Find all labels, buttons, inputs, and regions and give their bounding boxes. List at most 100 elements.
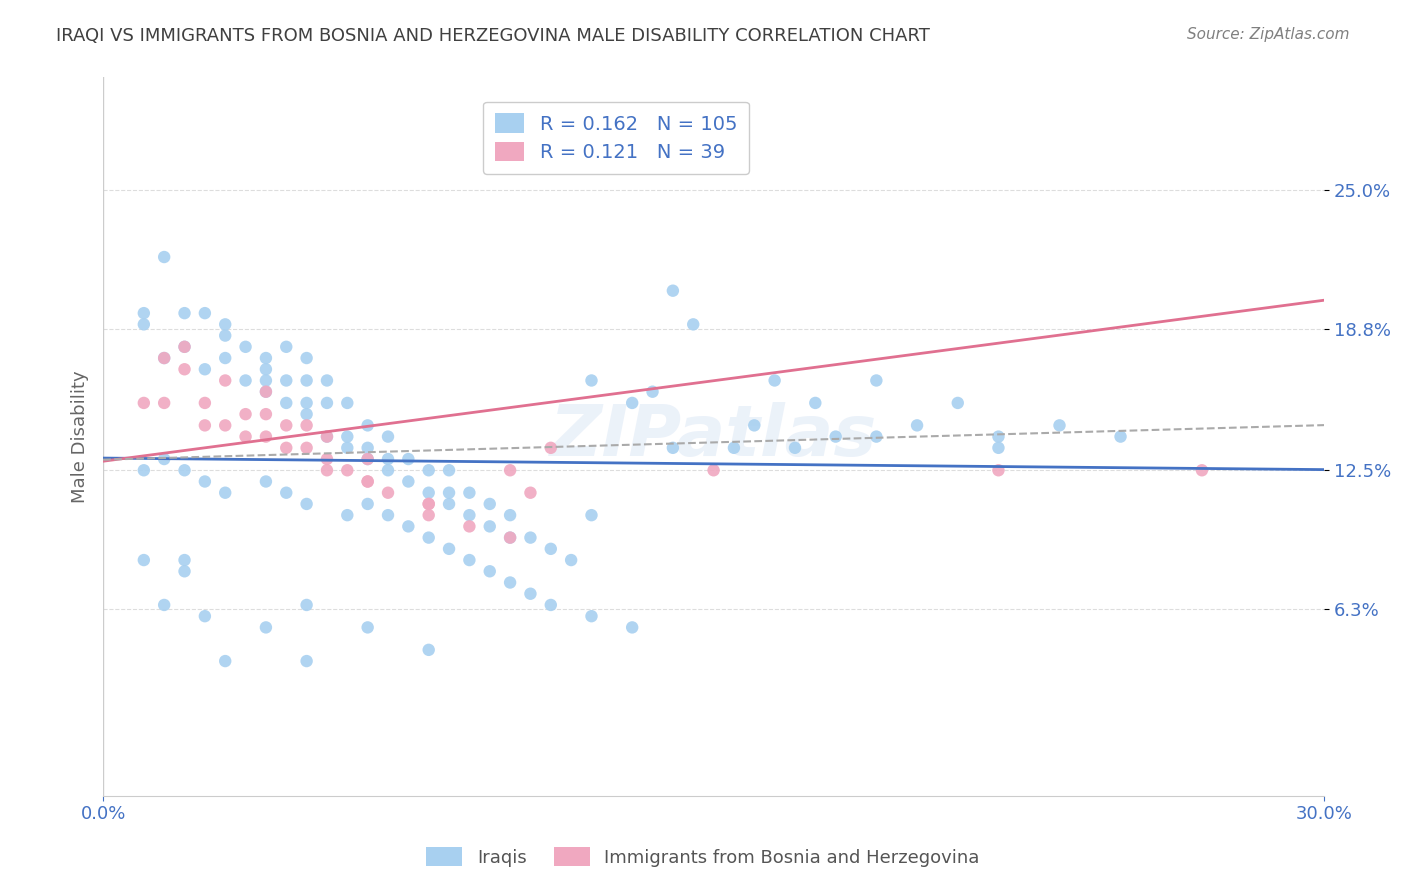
Point	[356, 452, 378, 467]
Point	[1191, 463, 1213, 477]
Point	[336, 508, 359, 523]
Point	[173, 340, 195, 354]
Point	[621, 48, 644, 62]
Point	[316, 374, 339, 388]
Point	[865, 429, 887, 443]
Point	[214, 485, 236, 500]
Point	[173, 463, 195, 477]
Point	[153, 452, 176, 467]
Point	[703, 463, 725, 477]
Point	[662, 441, 685, 455]
Point	[153, 250, 176, 264]
Point	[418, 531, 440, 545]
Point	[295, 396, 318, 410]
Point	[132, 553, 155, 567]
Point	[478, 497, 501, 511]
Point	[295, 351, 318, 365]
Point	[499, 463, 522, 477]
Point	[418, 497, 440, 511]
Point	[194, 609, 217, 624]
Point	[458, 508, 481, 523]
Point	[254, 384, 277, 399]
Point	[254, 374, 277, 388]
Point	[276, 340, 298, 354]
Point	[336, 463, 359, 477]
Point	[437, 497, 460, 511]
Point	[235, 429, 257, 443]
Point	[194, 475, 217, 489]
Point	[356, 418, 378, 433]
Point	[194, 418, 217, 433]
Point	[295, 407, 318, 421]
Point	[437, 485, 460, 500]
Legend: R = 0.162   N = 105, R = 0.121   N = 39: R = 0.162 N = 105, R = 0.121 N = 39	[484, 102, 748, 174]
Point	[254, 362, 277, 376]
Legend: Iraqis, Immigrants from Bosnia and Herzegovina: Iraqis, Immigrants from Bosnia and Herze…	[419, 840, 987, 874]
Point	[418, 463, 440, 477]
Point	[396, 475, 419, 489]
Point	[865, 374, 887, 388]
Point	[437, 463, 460, 477]
Point	[356, 475, 378, 489]
Point	[254, 429, 277, 443]
Point	[336, 429, 359, 443]
Point	[173, 340, 195, 354]
Point	[254, 384, 277, 399]
Point	[418, 508, 440, 523]
Point	[581, 609, 603, 624]
Point	[235, 407, 257, 421]
Point	[316, 429, 339, 443]
Point	[276, 374, 298, 388]
Point	[194, 362, 217, 376]
Point	[581, 374, 603, 388]
Point	[295, 418, 318, 433]
Point	[316, 463, 339, 477]
Point	[356, 620, 378, 634]
Point	[356, 475, 378, 489]
Point	[641, 384, 664, 399]
Point	[356, 497, 378, 511]
Point	[560, 553, 582, 567]
Point	[377, 485, 399, 500]
Point	[132, 396, 155, 410]
Point	[214, 374, 236, 388]
Point	[316, 452, 339, 467]
Point	[173, 553, 195, 567]
Text: Source: ZipAtlas.com: Source: ZipAtlas.com	[1187, 27, 1350, 42]
Point	[987, 441, 1010, 455]
Point	[235, 374, 257, 388]
Y-axis label: Male Disability: Male Disability	[72, 370, 89, 503]
Point	[295, 497, 318, 511]
Point	[621, 396, 644, 410]
Point	[540, 441, 562, 455]
Point	[276, 485, 298, 500]
Point	[723, 441, 745, 455]
Point	[173, 362, 195, 376]
Point	[418, 485, 440, 500]
Point	[276, 418, 298, 433]
Point	[905, 418, 928, 433]
Point	[194, 306, 217, 320]
Point	[499, 531, 522, 545]
Point	[478, 519, 501, 533]
Point	[153, 351, 176, 365]
Point	[276, 396, 298, 410]
Point	[742, 418, 765, 433]
Point	[499, 531, 522, 545]
Point	[824, 429, 846, 443]
Point	[783, 441, 806, 455]
Point	[235, 340, 257, 354]
Point	[682, 318, 704, 332]
Point	[1049, 418, 1071, 433]
Point	[377, 429, 399, 443]
Point	[194, 396, 217, 410]
Point	[946, 396, 969, 410]
Point	[621, 620, 644, 634]
Point	[356, 441, 378, 455]
Point	[254, 475, 277, 489]
Point	[581, 508, 603, 523]
Text: IRAQI VS IMMIGRANTS FROM BOSNIA AND HERZEGOVINA MALE DISABILITY CORRELATION CHAR: IRAQI VS IMMIGRANTS FROM BOSNIA AND HERZ…	[56, 27, 931, 45]
Point	[173, 564, 195, 578]
Point	[254, 620, 277, 634]
Point	[804, 396, 827, 410]
